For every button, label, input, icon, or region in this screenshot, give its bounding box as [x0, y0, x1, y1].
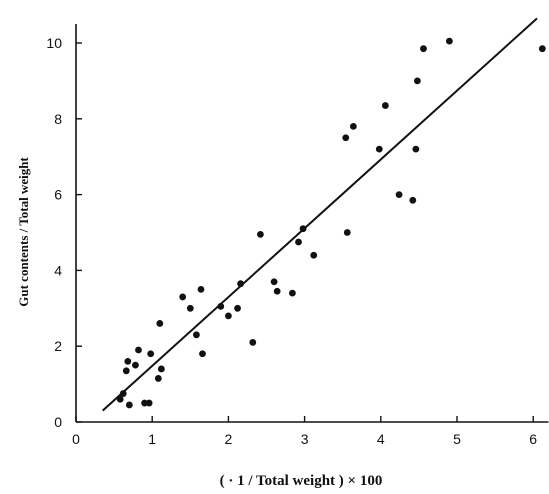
data-point [199, 350, 206, 358]
data-point [154, 375, 162, 382]
data-point [412, 145, 420, 153]
data-point [156, 320, 164, 327]
data-point [119, 390, 127, 397]
x-tick-label: 2 [225, 431, 233, 447]
data-point [420, 45, 427, 53]
x-axis-title: ( · 1 / Total weight ) × 100 [220, 473, 383, 489]
data-point [381, 102, 389, 109]
data-point [157, 365, 165, 373]
axes [75, 24, 549, 423]
data-point [125, 401, 133, 409]
fit-line-group [101, 17, 538, 412]
data-point [217, 303, 225, 310]
data-point [197, 285, 205, 293]
data-point [349, 122, 357, 130]
x-tick-label: 5 [453, 431, 461, 447]
data-point [186, 304, 194, 312]
data-point [237, 280, 244, 288]
data-point [145, 399, 153, 407]
ticks: 0 1 2 3 4 5 6 0 2 4 6 8 10 [46, 35, 537, 447]
x-tick-label: 4 [377, 431, 385, 447]
y-tick-label: 0 [54, 414, 62, 430]
data-point [375, 145, 383, 153]
data-point [179, 293, 187, 301]
data-point [225, 312, 232, 320]
data-point [343, 229, 351, 236]
data-point [289, 289, 296, 297]
x-tick-label: 1 [148, 431, 156, 447]
y-tick-label: 6 [54, 187, 62, 203]
data-point [273, 287, 281, 295]
data-point [257, 230, 264, 238]
y-tick-label: 10 [46, 35, 62, 51]
fit-line [101, 17, 538, 412]
data-point [538, 45, 546, 53]
x-tick-label: 3 [301, 431, 309, 447]
data-point [132, 361, 139, 369]
data-point [310, 251, 318, 259]
x-tick-label: 0 [72, 431, 80, 447]
data-point [270, 278, 278, 286]
data-point [192, 331, 200, 339]
data-point [122, 367, 130, 375]
data-point [295, 238, 302, 246]
data-point [413, 77, 421, 85]
data-point [234, 304, 241, 312]
data-point [135, 346, 142, 354]
y-axis-title: Gut contents / Total weight [16, 157, 31, 307]
data-point [395, 191, 403, 199]
y-tick-label: 2 [54, 338, 62, 354]
data-point [124, 357, 132, 365]
data-point [342, 134, 350, 142]
data-point [249, 339, 257, 346]
y-tick-label: 8 [54, 111, 62, 127]
data-point [445, 37, 453, 45]
data-point [116, 395, 124, 403]
data-point [299, 225, 307, 233]
y-tick-label: 4 [54, 262, 62, 278]
x-tick-label: 6 [529, 431, 537, 447]
data-point [147, 350, 155, 358]
data-point [409, 196, 417, 204]
data-points [116, 37, 546, 409]
